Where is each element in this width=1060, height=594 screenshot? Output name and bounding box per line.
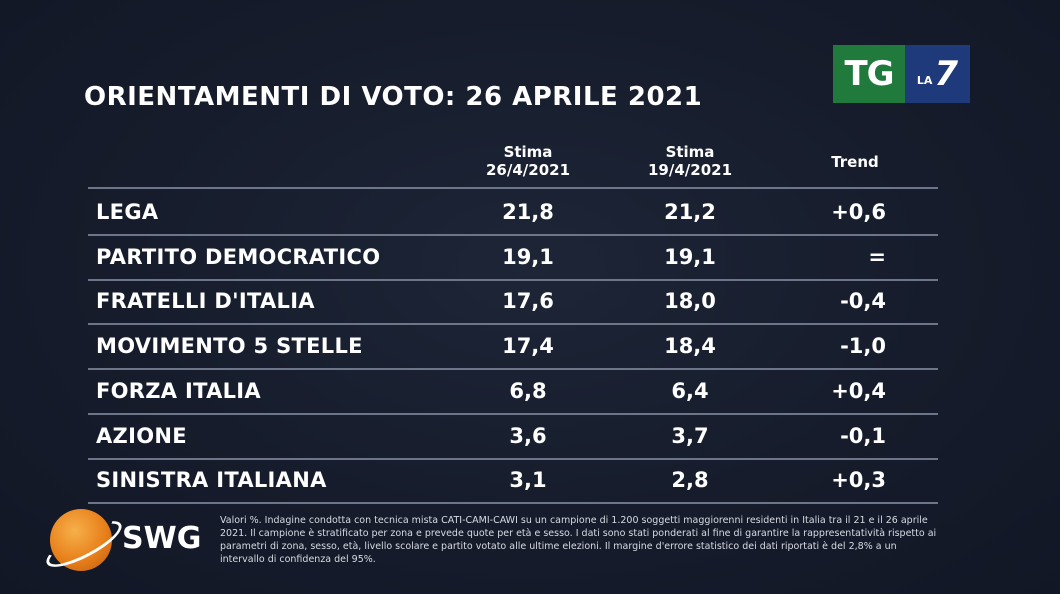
la7-logo-seven: 7 (934, 54, 959, 94)
estimate-26-apr: 6,8 (509, 379, 547, 403)
estimate-19-apr: 2,8 (671, 468, 709, 492)
methodology-footnote: Valori %. Indagine condotta con tecnica … (220, 515, 937, 565)
estimate-26-apr: 19,1 (502, 245, 554, 269)
estimate-19-apr: 3,7 (671, 424, 709, 448)
table-divider (88, 368, 938, 370)
swg-logo-text: SWG (122, 521, 202, 556)
column-header-stima-26: Stima 26/4/2021 (468, 143, 588, 179)
swg-globe-icon (50, 509, 112, 571)
table-divider (88, 234, 938, 236)
table-divider (88, 187, 938, 189)
la7-logo-la: LA (916, 73, 933, 87)
trend-value: = (868, 245, 886, 269)
estimate-26-apr: 3,6 (509, 424, 547, 448)
party-name: MOVIMENTO 5 STELLE (96, 334, 363, 358)
estimate-19-apr: 18,4 (664, 334, 716, 358)
estimate-26-apr: 3,1 (509, 468, 547, 492)
party-name: AZIONE (96, 424, 187, 448)
estimate-19-apr: 6,4 (671, 379, 709, 403)
estimate-26-apr: 17,6 (502, 289, 554, 313)
party-name: FRATELLI D'ITALIA (96, 289, 315, 313)
table-row: AZIONE 3,6 3,7 -0,1 (0, 414, 1060, 458)
estimate-19-apr: 21,2 (664, 200, 716, 224)
trend-value: -1,0 (840, 334, 886, 358)
table-row: FRATELLI D'ITALIA 17,6 18,0 -0,4 (0, 279, 1060, 323)
page-title: ORIENTAMENTI DI VOTO: 26 APRILE 2021 (84, 82, 703, 112)
estimate-19-apr: 19,1 (664, 245, 716, 269)
estimate-19-apr: 18,0 (664, 289, 716, 313)
trend-value: +0,3 (831, 468, 886, 492)
column-header-stima-26-label: Stima (503, 143, 553, 161)
table-row: SINISTRA ITALIANA 3,1 2,8 +0,3 (0, 458, 1060, 502)
tg-la7-logo: TG LA 7 (833, 45, 970, 103)
party-name: LEGA (96, 200, 159, 224)
trend-value: -0,1 (840, 424, 886, 448)
column-header-stima-19-date: 19/4/2021 (647, 161, 733, 179)
table-divider (88, 502, 938, 504)
table-row: PARTITO DEMOCRATICO 19,1 19,1 = (0, 235, 1060, 279)
la7-logo: LA 7 (905, 45, 970, 103)
trend-value: -0,4 (840, 289, 886, 313)
swg-logo: SWG (42, 507, 212, 573)
party-name: FORZA ITALIA (96, 379, 261, 403)
table-divider (88, 458, 938, 460)
table-divider (88, 279, 938, 281)
table-row: FORZA ITALIA 6,8 6,4 +0,4 (0, 369, 1060, 413)
column-header-stima-26-date: 26/4/2021 (485, 161, 571, 179)
estimate-26-apr: 17,4 (502, 334, 554, 358)
column-header-stima-19-label: Stima (665, 143, 715, 161)
table-row: LEGA 21,8 21,2 +0,6 (0, 190, 1060, 234)
table-divider (88, 323, 938, 325)
trend-value: +0,4 (831, 379, 886, 403)
column-header-stima-19: Stima 19/4/2021 (630, 143, 750, 179)
table-divider (88, 413, 938, 415)
column-header-trend: Trend (831, 153, 879, 171)
trend-value: +0,6 (831, 200, 886, 224)
table-row: MOVIMENTO 5 STELLE 17,4 18,4 -1,0 (0, 324, 1060, 368)
tg-logo-text: TG (833, 45, 905, 103)
table-header: Stima 26/4/2021 Stima 19/4/2021 Trend (0, 143, 1060, 187)
estimate-26-apr: 21,8 (502, 200, 554, 224)
party-name: PARTITO DEMOCRATICO (96, 245, 381, 269)
party-name: SINISTRA ITALIANA (96, 468, 327, 492)
